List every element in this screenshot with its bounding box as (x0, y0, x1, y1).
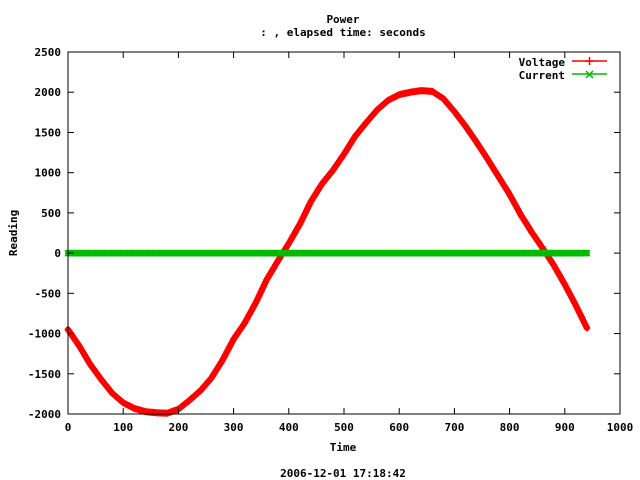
y-tick-label: -500 (35, 287, 62, 300)
x-tick-label: 800 (500, 421, 520, 434)
x-tick-label: 0 (65, 421, 72, 434)
current-point (582, 249, 590, 257)
x-tick-label: 1000 (607, 421, 634, 434)
chart-subtitle: : , elapsed time: seconds (260, 26, 426, 39)
legend: Voltage Current (519, 56, 607, 82)
y-tick-label: 2000 (35, 86, 62, 99)
voltage-point (583, 324, 591, 332)
x-tick-label: 100 (113, 421, 133, 434)
y-tick-label: -1500 (28, 368, 61, 381)
x-tick-label: 600 (389, 421, 409, 434)
current-point (581, 249, 589, 257)
legend-plus-marker (585, 57, 594, 65)
y-tick-label: 1500 (35, 126, 62, 139)
plot-frame (67, 51, 621, 415)
plot-series (64, 87, 591, 417)
y-tick-label: 1000 (35, 167, 62, 180)
y-axis-label: Reading (7, 210, 20, 256)
y-tick-label: -2000 (28, 408, 61, 421)
y-tick-label: 500 (41, 207, 61, 220)
x-tick-label: 500 (334, 421, 354, 434)
voltage-point (240, 321, 248, 329)
x-tick-label: 200 (168, 421, 188, 434)
x-tick-label: 700 (444, 421, 464, 434)
x-axis-label: Time (330, 441, 357, 454)
legend-cross-marker (585, 70, 594, 79)
y-tick-label: 0 (54, 247, 61, 260)
legend-label-current: Current (519, 69, 565, 82)
chart-timestamp: 2006-12-01 17:18:42 (280, 467, 406, 480)
current-point (583, 249, 591, 257)
x-tick-label: 900 (555, 421, 575, 434)
chart-title: Power (326, 13, 359, 26)
x-tick-label: 300 (224, 421, 244, 434)
axis-ticks: 0 100 200 300 400 500 600 700 800 900 1000 -2000 -15… (28, 46, 633, 434)
y-tick-label: 2500 (35, 46, 62, 59)
legend-label-voltage: Voltage (519, 56, 566, 69)
x-tick-label: 400 (279, 421, 299, 434)
y-tick-label: -1000 (28, 328, 61, 341)
